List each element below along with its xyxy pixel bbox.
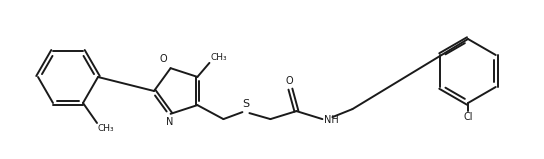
- Text: S: S: [242, 99, 249, 109]
- Text: O: O: [160, 54, 168, 64]
- Text: CH₃: CH₃: [98, 124, 115, 133]
- Text: Cl: Cl: [463, 112, 473, 122]
- Text: O: O: [286, 76, 293, 86]
- Text: CH₃: CH₃: [211, 53, 227, 62]
- Text: N: N: [166, 117, 174, 127]
- Text: NH: NH: [324, 115, 339, 125]
